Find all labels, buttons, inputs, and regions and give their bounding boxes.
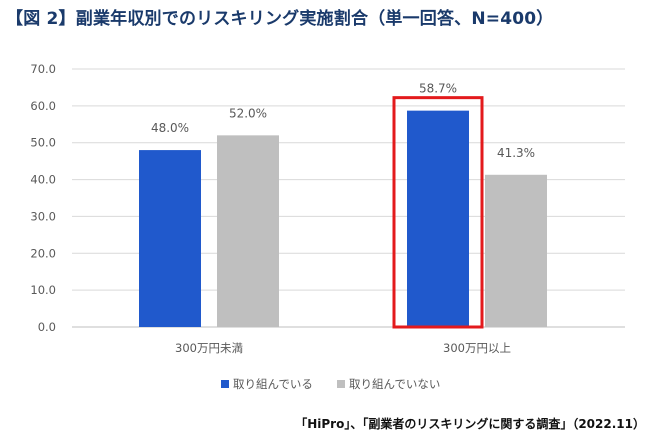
bar-yes-1: [407, 110, 469, 327]
data-label: 58.7%: [419, 82, 457, 96]
y-tick-label: 20.0: [30, 246, 56, 260]
y-tick-label: 10.0: [30, 283, 56, 297]
y-tick-label: 60.0: [30, 99, 56, 113]
bar-no-0: [217, 135, 279, 327]
y-tick-label: 0.0: [38, 320, 56, 334]
y-tick-label: 40.0: [30, 173, 56, 187]
y-tick-label: 30.0: [30, 209, 56, 223]
legend-swatch-yes: [221, 380, 229, 388]
x-axis-categories: 300万円未満 300万円以上: [175, 341, 511, 355]
legend-swatch-no: [337, 380, 345, 388]
source-note: 「HiPro」、「副業者のリスキリングに関する調査」（2022.11）: [295, 417, 645, 431]
bar-yes-0: [139, 150, 201, 327]
y-tick-label: 70.0: [30, 62, 56, 76]
data-labels: 48.0% 52.0% 58.7% 41.3%: [151, 82, 535, 160]
y-axis-ticks: 0.0 10.0 20.0 30.0 40.0 50.0 60.0 70.0: [30, 62, 56, 334]
data-label: 48.0%: [151, 121, 189, 135]
legend-label: 取り組んでいない: [349, 377, 440, 391]
x-category-label: 300万円未満: [175, 341, 243, 355]
legend: 取り組んでいる 取り組んでいない: [221, 377, 440, 391]
chart-title: 【図 2】副業年収別でのリスキリング実施割合（単一回答、N=400）: [6, 9, 554, 29]
highlight-box: [392, 96, 484, 329]
legend-label: 取り組んでいる: [233, 377, 313, 391]
bars: [139, 96, 547, 329]
x-category-label: 300万円以上: [443, 341, 511, 355]
bar-no-1: [485, 174, 547, 327]
data-label: 52.0%: [229, 106, 267, 120]
y-tick-label: 50.0: [30, 136, 56, 150]
data-label: 41.3%: [497, 146, 535, 160]
